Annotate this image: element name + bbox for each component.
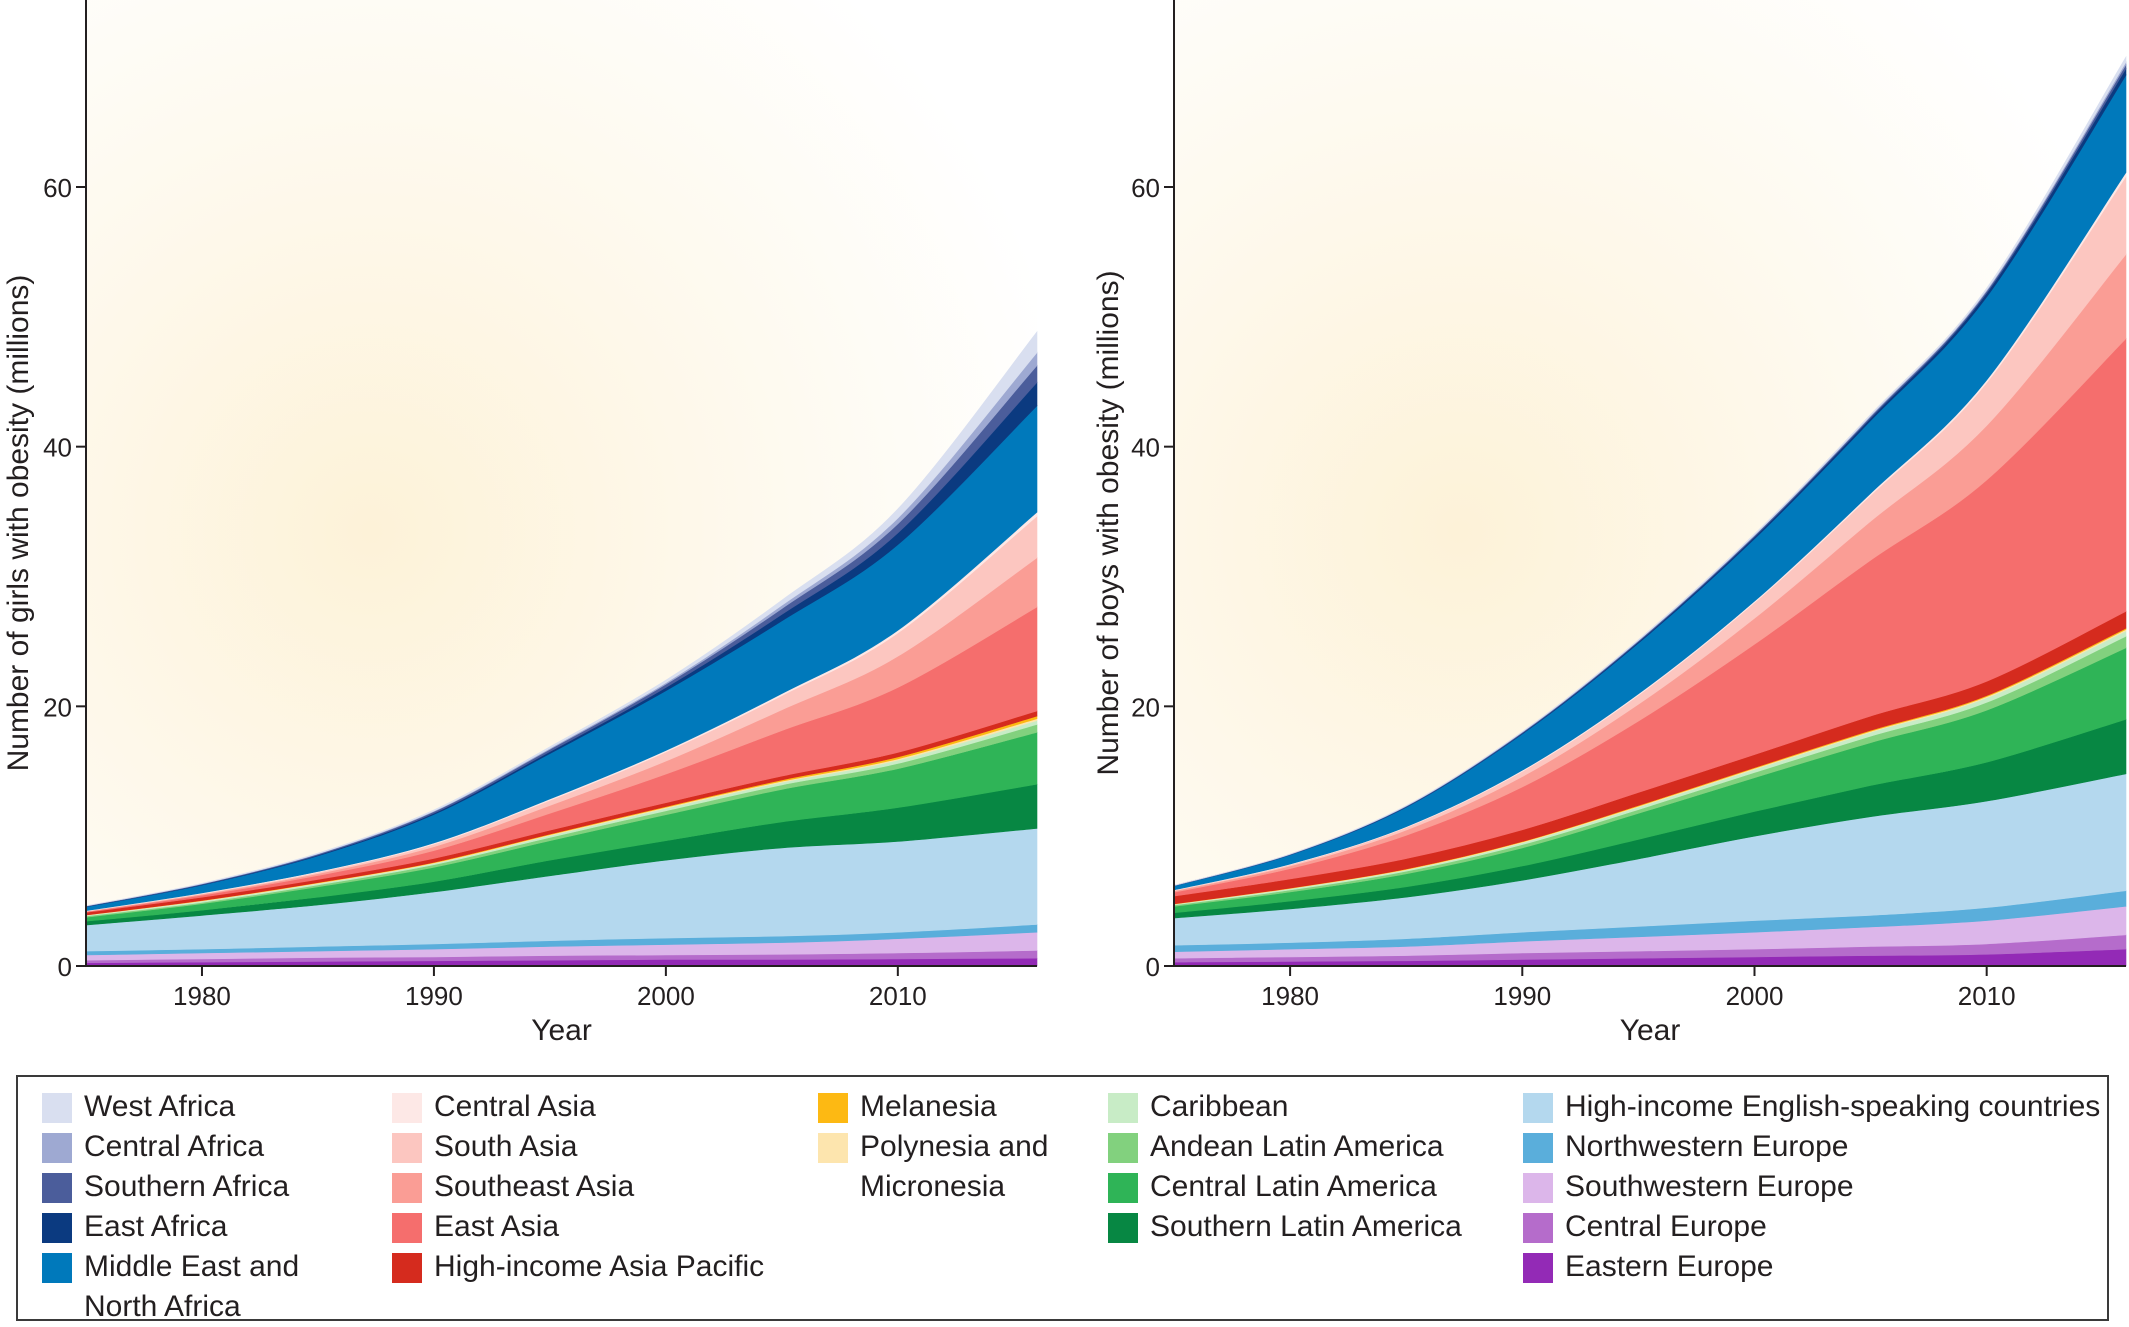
legend-label: Central Asia [434,1090,596,1123]
x-axis-label-boys: Year [1620,1014,1681,1047]
y-tick-label-boys-20: 20 [1131,692,1160,722]
legend-item-high-income-english-speaking-countries: High-income English-speaking countries [1523,1087,2100,1127]
boys-chart-panel: 0 20 40 60 1980 1990 2000 2010 Year Number of boy… [1092,0,2127,1047]
girls-chart-panel: 0 20 40 60 1980 1990 2000 2010 Year Number of gir… [2,0,1038,1047]
legend-label: Eastern Europe [1565,1250,1774,1283]
area-boys-west-africa [1173,55,2127,886]
legend-label: West Africa [84,1090,236,1123]
legend-swatch-central-asia [392,1093,422,1123]
x-tick-label-boys-2000: 2000 [1726,981,1784,1011]
legend-swatch-southwestern-europe [1523,1173,1553,1203]
legend-label: Southwestern Europe [1565,1170,1854,1203]
legend-item-northwestern-europe: Northwestern Europe [1523,1127,2100,1167]
x-tick-label-girls-1990: 1990 [405,981,463,1011]
legend-item-eastern-europe: Eastern Europe [1523,1247,2100,1287]
legend-item-east-asia: East Asia [392,1207,764,1247]
legend-item-middle-east-and-north-africa: Middle East and North Africa [42,1247,299,1327]
legend-label: Polynesia and Micronesia [860,1130,1049,1203]
area-girls-west-africa [85,330,1038,907]
legend-swatch-east-africa [42,1213,72,1243]
legend-label: Central Africa [84,1130,265,1163]
legend-item-polynesia-and-micronesia: Polynesia and Micronesia [818,1127,1048,1207]
legend-label: Southern Latin America [1150,1210,1462,1243]
x-tick-label-boys-2010: 2010 [1958,981,2016,1011]
legend-label: East Africa [84,1210,228,1243]
legend-item-southern-africa: Southern Africa [42,1167,299,1207]
legend-item-southwestern-europe: Southwestern Europe [1523,1167,2100,1207]
legend-column-europe-high-income: High-income English-speaking countries No… [1523,1087,2100,1287]
y-tick-label-girls-40: 40 [43,433,72,463]
legend-label: High-income English-speaking countries [1565,1090,2101,1123]
legend-item-central-europe: Central Europe [1523,1207,2100,1247]
charts-canvas: 0 20 40 60 1980 1990 2000 2010 Year Number of gir… [2,0,2127,1047]
legend-column-asia: Central Asia South Asia Southeast Asia East… [392,1087,764,1287]
legend-item-andean-latin-america: Andean Latin America [1108,1127,1462,1167]
legend-label: Middle East and North Africa [84,1250,300,1323]
legend-item-high-income-asia-pacific: High-income Asia Pacific [392,1247,764,1287]
legend-swatch-eastern-europe [1523,1253,1553,1283]
legend-item-central-asia: Central Asia [392,1087,764,1127]
y-tick-label-boys-60: 60 [1131,173,1160,203]
legend-label: Southern Africa [84,1170,290,1203]
legend-column-latin-america: Caribbean Andean Latin America Central Lat… [1108,1087,1462,1247]
legend-swatch-southern-latin-america [1108,1213,1138,1243]
legend-label: Andean Latin America [1150,1130,1444,1163]
x-axis-label-girls: Year [531,1014,592,1047]
x-tick-label-girls-2010: 2010 [869,981,927,1011]
legend-label: High-income Asia Pacific [434,1250,765,1283]
legend-swatch-south-asia [392,1133,422,1163]
legend-label: Melanesia [860,1090,997,1123]
legend-label: Southeast Asia [434,1170,635,1203]
legend-label: Central Latin America [1150,1170,1437,1203]
legend-label: Central Europe [1565,1210,1767,1243]
legend-swatch-southeast-asia [392,1173,422,1203]
y-tick-label-boys-40: 40 [1131,433,1160,463]
legend-swatch-middle-east-and-north-africa [42,1253,72,1283]
y-axis-label-boys: Number of boys with obesity (millions) [1092,270,1125,775]
x-tick-label-boys-1990: 1990 [1493,981,1551,1011]
y-tick-label-girls-60: 60 [43,173,72,203]
y-tick-label-boys-0: 0 [1146,952,1160,982]
legend-swatch-polynesia-and-micronesia [818,1133,848,1163]
x-tick-label-girls-1980: 1980 [173,981,231,1011]
legend-swatch-andean-latin-america [1108,1133,1138,1163]
legend-swatch-melanesia [818,1093,848,1123]
legend-swatch-high-income-asia-pacific [392,1253,422,1283]
legend-item-south-asia: South Asia [392,1127,764,1167]
legend-swatch-northwestern-europe [1523,1133,1553,1163]
y-axis-label-girls: Number of girls with obesity (millions) [2,275,35,772]
legend-label: Northwestern Europe [1565,1130,1849,1163]
legend-item-melanesia: Melanesia [818,1087,1048,1127]
legend-item-west-africa: West Africa [42,1087,299,1127]
y-tick-label-girls-20: 20 [43,692,72,722]
x-tick-label-boys-1980: 1980 [1261,981,1319,1011]
x-tick-label-girls-2000: 2000 [637,981,695,1011]
legend-column-africa-middle-east: West Africa Central Africa Southern Africa… [42,1087,299,1327]
legend: West Africa Central Africa Southern Africa… [16,1075,2109,1323]
legend-swatch-central-latin-america [1108,1173,1138,1203]
legend-swatch-east-asia [392,1213,422,1243]
legend-item-southeast-asia: Southeast Asia [392,1167,764,1207]
legend-item-caribbean: Caribbean [1108,1087,1462,1127]
legend-item-southern-latin-america: Southern Latin America [1108,1207,1462,1247]
legend-label: Caribbean [1150,1090,1289,1123]
legend-column-oceania: Melanesia Polynesia and Micronesia [818,1087,1048,1207]
legend-swatch-west-africa [42,1093,72,1123]
legend-swatch-caribbean [1108,1093,1138,1123]
legend-label: South Asia [434,1130,578,1163]
y-tick-label-girls-0: 0 [58,952,72,982]
legend-label: East Asia [434,1210,560,1243]
legend-swatch-southern-africa [42,1173,72,1203]
legend-item-central-latin-america: Central Latin America [1108,1167,1462,1207]
legend-swatch-central-africa [42,1133,72,1163]
legend-item-east-africa: East Africa [42,1207,299,1247]
legend-item-central-africa: Central Africa [42,1127,299,1167]
legend-swatch-central-europe [1523,1213,1553,1243]
legend-swatch-high-income-english-speaking-countries [1523,1093,1553,1123]
